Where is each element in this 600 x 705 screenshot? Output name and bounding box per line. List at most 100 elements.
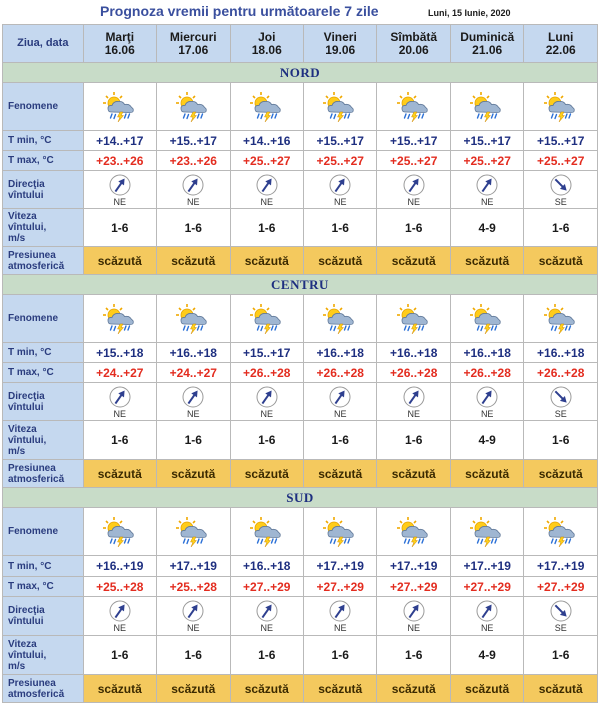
day-name: Duminică <box>460 29 515 44</box>
phenomena-cell <box>82 507 158 556</box>
wind-direction-icon <box>256 174 278 195</box>
wind-direction-icon <box>256 600 278 622</box>
tmin-value: +16..+18 <box>376 342 451 363</box>
day-name: Miercuri <box>169 29 217 44</box>
wind-direction-icon <box>550 600 572 622</box>
wind-direction-label: Direcţia vîntului <box>2 382 84 421</box>
wind-direction-value: NE <box>187 408 200 419</box>
tmin-value: +16..+18 <box>229 555 304 577</box>
pressure-value: scăzută <box>82 246 158 275</box>
pressure-value: scăzută <box>229 246 304 275</box>
day-column-header: Ziua, data <box>2 24 84 63</box>
wind-direction-icon <box>182 386 204 407</box>
thunderstorm-icon <box>396 91 428 122</box>
day-header: Sîmbătă 20.06 <box>376 24 451 63</box>
tmax-value: +27..+29 <box>229 576 304 597</box>
wind-direction-value: NE <box>113 408 127 419</box>
phenomena-cell <box>229 294 304 343</box>
wind-direction-cell: NE <box>156 170 231 209</box>
tmin-value: +16..+18 <box>302 342 378 363</box>
tmin-value: +15..+17 <box>156 130 231 151</box>
pressure-label: Presiunea atmosferică <box>2 459 84 488</box>
wind-speed-value: 1-6 <box>376 208 451 247</box>
region-row: NORD <box>2 62 598 83</box>
wind-speed-label: Viteza vîntului, m/s <box>2 420 84 460</box>
region-title: NORD <box>2 62 598 83</box>
wind-direction-row: Direcţia vîntului NE NE NE NE NE NE SE <box>2 170 598 209</box>
tmax-value: +27..+29 <box>523 576 598 597</box>
wind-direction-label-line: vîntului <box>8 401 44 413</box>
wind-speed-label-line: vîntului, <box>8 434 47 446</box>
pressure-value: scăzută <box>376 674 451 703</box>
tmin-row: T min, °C +16..+19 +17..+19 +16..+18 +17..+1… <box>2 555 598 577</box>
wind-direction-value: NE <box>260 408 273 419</box>
forecast-table: Ziua, data Marţi 16.06 Miercuri 17.06 Joi 18.0… <box>2 24 598 703</box>
wind-direction-cell: NE <box>376 170 451 209</box>
day-header: Miercuri 17.06 <box>156 24 231 63</box>
tmin-value: +16..+18 <box>156 342 231 363</box>
pressure-value: scăzută <box>449 246 525 275</box>
tmin-value: +17..+19 <box>523 555 598 577</box>
tmax-row: T max, °C +25..+28 +25..+28 +27..+29 +27..+2… <box>2 576 598 597</box>
day-name: Marţi <box>105 29 135 44</box>
thunderstorm-icon <box>249 91 281 122</box>
tmin-label-line: T min, °C <box>8 560 52 572</box>
tmin-value: +16..+18 <box>523 342 598 363</box>
thunderstorm-icon <box>543 516 575 547</box>
thunderstorm-icon <box>102 516 134 547</box>
wind-direction-label-line: Direcţia <box>8 178 45 190</box>
pressure-label: Presiunea atmosferică <box>2 246 84 275</box>
tmax-value: +26..+28 <box>523 362 598 383</box>
wind-direction-value: NE <box>407 196 420 207</box>
phenomena-cell <box>156 82 231 131</box>
wind-direction-label: Direcţia vîntului <box>2 170 84 209</box>
pressure-value: scăzută <box>82 674 158 703</box>
wind-direction-cell: NE <box>82 382 158 421</box>
wind-speed-value: 1-6 <box>302 208 378 247</box>
tmax-value: +26..+28 <box>449 362 525 383</box>
wind-speed-label-line: vîntului, <box>8 222 47 233</box>
wind-direction-cell: NE <box>156 382 231 421</box>
phenomena-cell <box>523 294 598 343</box>
tmax-value: +26..+28 <box>376 362 451 383</box>
tmin-value: +17..+19 <box>449 555 525 577</box>
wind-speed-row: Viteza vîntului, m/s 1-6 1-6 1-6 1-6 1-6 4-9 1-6 <box>2 635 598 675</box>
wind-direction-icon <box>476 386 498 407</box>
tmin-value: +15..+17 <box>302 130 378 151</box>
wind-direction-cell: NE <box>449 382 525 421</box>
tmax-row: T max, °C +24..+27 +24..+27 +26..+28 +26..+2… <box>2 362 598 383</box>
tmin-label-line: T min, °C <box>8 347 52 358</box>
pressure-value: scăzută <box>523 246 598 275</box>
phenomena-label: Fenomene <box>2 82 84 131</box>
phenomena-cell <box>156 507 231 556</box>
tmin-value: +16..+19 <box>82 555 158 577</box>
wind-direction-value: SE <box>554 623 567 633</box>
wind-direction-value: NE <box>333 196 347 207</box>
tmax-label: T max, °C <box>2 150 84 171</box>
tmax-value: +25..+27 <box>229 150 304 171</box>
thunderstorm-icon <box>249 516 281 547</box>
wind-direction-row: Direcţia vîntului NE NE NE NE NE NE SE <box>2 596 598 636</box>
wind-direction-icon <box>182 174 204 195</box>
pressure-value: scăzută <box>156 459 231 488</box>
wind-direction-icon <box>329 386 351 407</box>
wind-direction-cell: SE <box>523 596 598 636</box>
tmin-value: +17..+19 <box>156 555 231 577</box>
pressure-value: scăzută <box>449 459 525 488</box>
wind-direction-value: NE <box>480 408 494 419</box>
phenomena-row: Fenomene <box>2 294 598 343</box>
thunderstorm-icon <box>176 91 207 122</box>
tmax-value: +23..+26 <box>82 150 158 171</box>
day-name: Sîmbătă <box>390 29 438 44</box>
wind-speed-row: Viteza vîntului, m/s 1-6 1-6 1-6 1-6 1-6 4-9 1-6 <box>2 208 598 247</box>
pressure-value: scăzută <box>523 674 598 703</box>
tmax-label-line: T max, °C <box>8 581 54 592</box>
wind-direction-cell: NE <box>376 382 451 421</box>
phenomena-cell <box>523 82 598 131</box>
tmax-value: +24..+27 <box>82 362 158 383</box>
day-date: 22.06 <box>545 42 576 57</box>
region-title: SUD <box>2 487 598 508</box>
phenomena-label-line: Fenomene <box>8 526 59 537</box>
thunderstorm-icon <box>543 91 575 122</box>
tmax-label-line: T max, °C <box>8 155 54 166</box>
